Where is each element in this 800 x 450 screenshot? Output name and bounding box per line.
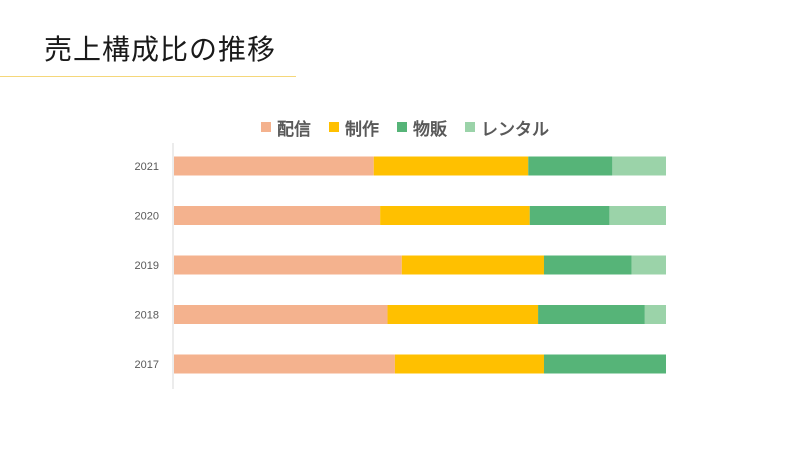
bar-segment-buppan-2020 [529,206,610,225]
legend-label-rental: レンタル [481,119,549,140]
legend-swatch-buppan [397,122,407,132]
y-tick-label-2020: 2020 [135,211,159,223]
bar-segment-haishin-2020 [174,206,381,225]
bar-segment-rental-2019 [631,255,666,275]
y-tick-label-2018: 2018 [135,310,159,322]
bar-segment-buppan-2018 [538,305,645,324]
bar-segment-rental-2018 [644,305,666,324]
legend-item-haishin: 配信 [261,115,311,140]
legend-label-seisaku: 制作 [345,119,379,140]
legend-item-seisaku: 制作 [329,115,379,140]
bar-segment-seisaku-2017 [394,354,544,374]
legend-label-haishin: 配信 [277,119,311,140]
legend-item-buppan: 物販 [397,115,447,140]
y-tick-label-2019: 2019 [135,260,159,272]
y-axis-tick-labels: 2021 2020 2019 2018 2017 [135,161,159,371]
bar-segment-buppan-2017 [543,354,666,374]
bar-segment-rental-2020 [609,206,666,225]
bar-segment-rental-2021 [612,156,666,176]
legend-item-rental: レンタル [465,115,549,140]
legend-swatch-haishin [261,122,271,132]
bar-group [174,156,666,374]
bar-segment-seisaku-2018 [387,305,539,324]
legend-swatch-seisaku [329,122,339,132]
bar-segment-haishin-2021 [174,156,374,176]
bar-segment-seisaku-2021 [373,156,529,176]
chart-legend: 配信 制作 物販 レンタル [0,115,800,140]
bar-segment-seisaku-2020 [380,206,530,225]
bar-segment-haishin-2018 [174,305,388,324]
y-tick-label-2021: 2021 [135,161,159,173]
bar-segment-buppan-2019 [543,255,632,275]
bar-segment-haishin-2017 [174,354,395,374]
legend-swatch-rental [465,122,475,132]
bar-segment-haishin-2019 [174,255,402,275]
bar-segment-buppan-2021 [528,156,613,176]
y-tick-label-2017: 2017 [135,359,159,371]
legend-label-buppan: 物販 [413,119,447,140]
title-underline [0,76,296,77]
page-title: 売上構成比の推移 [44,33,277,66]
bar-segment-seisaku-2019 [401,255,544,275]
